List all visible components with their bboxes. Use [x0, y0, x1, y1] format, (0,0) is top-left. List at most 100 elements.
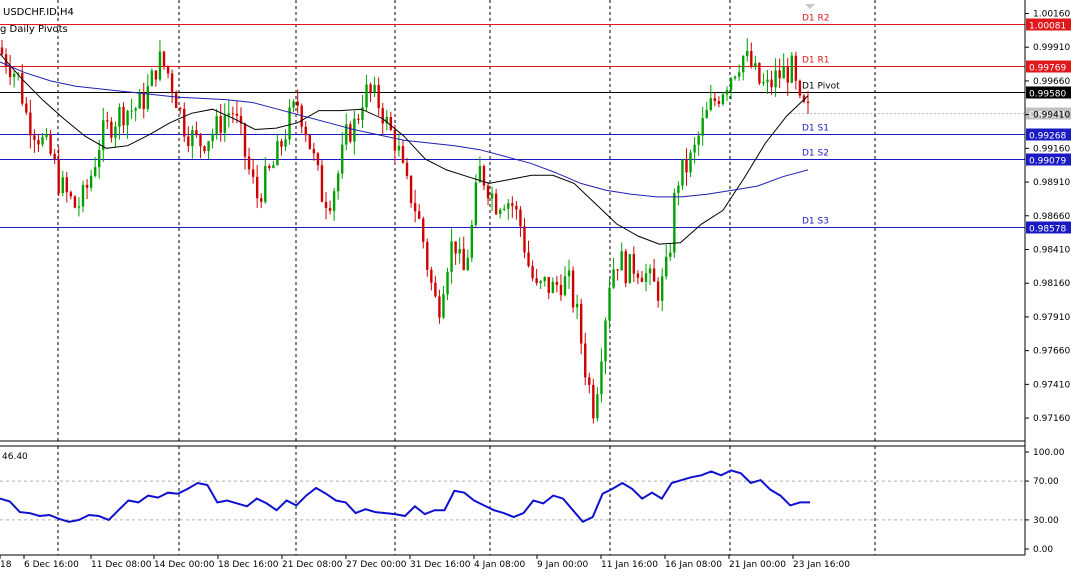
- candle-body: [93, 167, 97, 176]
- candle-body: [446, 271, 449, 295]
- candle-body: [357, 118, 360, 120]
- candle-body: [385, 117, 388, 124]
- pivot-price-tag: [1026, 18, 1071, 31]
- candle-body: [102, 120, 105, 151]
- candle-body: [166, 66, 170, 74]
- candle-body: [438, 296, 441, 318]
- candle-body: [243, 123, 247, 157]
- candle-body: [207, 141, 210, 152]
- time-axis-label: 21 Jan 00:00: [729, 560, 786, 570]
- candle-body: [195, 130, 198, 135]
- candle-body: [462, 248, 465, 271]
- candle-body: [701, 118, 704, 136]
- time-axis-label: 27 Dec 00:00: [346, 560, 407, 570]
- candle-body: [547, 276, 550, 293]
- candle-body: [689, 152, 692, 173]
- candle-body: [110, 121, 113, 138]
- candle-body: [685, 159, 688, 173]
- candle-body: [191, 130, 194, 147]
- candle-body: [397, 145, 401, 151]
- candle-body: [33, 135, 36, 140]
- candle-body: [179, 107, 182, 109]
- price-tick-label: 0.98660: [1033, 212, 1070, 222]
- candle-body: [114, 126, 117, 138]
- candle-body: [762, 82, 765, 84]
- time-axis-label: 23 Jan 16:00: [793, 560, 850, 570]
- candle-body: [551, 281, 555, 293]
- price-tick-label: 0.97160: [1033, 414, 1070, 424]
- price-tick-label: 0.99910: [1033, 43, 1070, 53]
- candle-body: [770, 79, 773, 88]
- candle-body: [806, 101, 810, 104]
- time-axis-label: 31 Dec 16:00: [410, 560, 471, 570]
- time-axis-label: 9 Jan 00:00: [537, 560, 589, 570]
- candle-body: [300, 105, 303, 127]
- candle-body: [681, 159, 684, 186]
- candle-body: [296, 101, 299, 106]
- candle-body: [571, 270, 575, 308]
- candle-body: [673, 192, 676, 253]
- pivot-price-label: 0.99079: [1029, 157, 1066, 167]
- candle-body: [616, 269, 619, 271]
- price-tick-label: 0.97410: [1033, 380, 1070, 390]
- candle-body: [798, 80, 802, 96]
- candle-body: [369, 84, 372, 93]
- time-axis-label: 6 Dec 16:00: [24, 560, 79, 570]
- candle-body: [409, 175, 413, 203]
- candle-body: [584, 343, 587, 378]
- candle-body: [324, 201, 328, 208]
- rsi-tick-label: 0.00: [1033, 545, 1053, 555]
- candle-body: [482, 166, 486, 186]
- candle-body: [592, 384, 595, 419]
- candle-body: [304, 126, 307, 136]
- candle-body: [276, 141, 279, 166]
- candle-body: [312, 148, 316, 154]
- time-axis-label: 11 Jan 16:00: [601, 560, 658, 570]
- candle-body: [450, 241, 453, 272]
- candle-body: [709, 98, 712, 111]
- candle-body: [612, 269, 615, 288]
- candle-body: [373, 84, 376, 93]
- candle-body: [223, 115, 226, 133]
- pivot-price-tag: [1026, 153, 1071, 166]
- candle-body: [677, 185, 680, 193]
- candle-body: [69, 192, 73, 197]
- candle-body: [231, 113, 235, 115]
- candle-body: [498, 209, 502, 215]
- candle-body: [697, 135, 700, 145]
- candle-body: [527, 252, 530, 267]
- candle-body: [49, 134, 52, 154]
- pivot-label: D1 S3: [802, 217, 829, 227]
- candle-body: [0, 47, 4, 55]
- time-axis-label: 18 Dec 16:00: [218, 560, 279, 570]
- candle-body: [486, 185, 490, 199]
- pivot-label: D1 R1: [802, 56, 830, 66]
- candle-body: [604, 320, 607, 362]
- candle-body: [758, 63, 761, 84]
- rsi-line: [0, 469, 810, 524]
- price-tick-label: 1.00160: [1033, 9, 1070, 19]
- candle-body: [417, 211, 421, 219]
- candle-body: [490, 193, 494, 199]
- pivot-price-tag: [1026, 221, 1071, 234]
- candle-body: [162, 51, 166, 67]
- candle-body: [332, 191, 336, 211]
- candle-body: [89, 175, 93, 188]
- candle-body: [341, 144, 344, 174]
- pivot-label: D1 S1: [802, 124, 829, 134]
- pivot-label: D1 S2: [802, 149, 829, 159]
- candle-body: [693, 144, 696, 153]
- candle-body: [555, 281, 559, 285]
- candle-body: [430, 269, 433, 283]
- candle-body: [29, 112, 32, 136]
- candle-body: [519, 209, 522, 227]
- candle-body: [600, 361, 603, 395]
- price-tick-label: 0.99660: [1033, 77, 1070, 87]
- slow-moving-average-line: [0, 61, 809, 198]
- price-tick-label: 0.99160: [1033, 144, 1070, 154]
- candle-body: [511, 203, 514, 206]
- shift-marker-icon[interactable]: [805, 4, 815, 9]
- pivot-price-tag: [1026, 128, 1071, 141]
